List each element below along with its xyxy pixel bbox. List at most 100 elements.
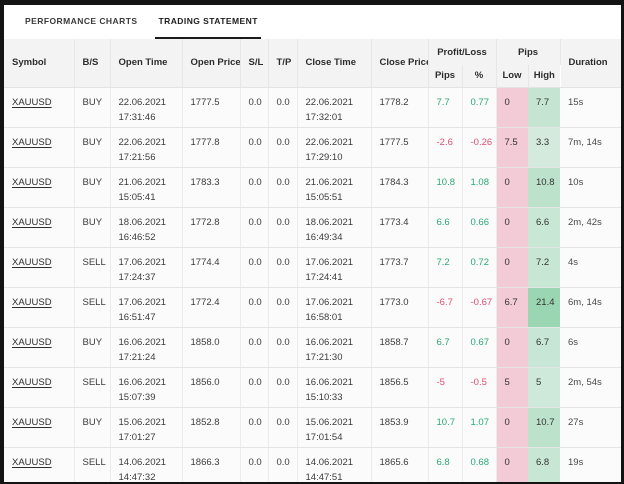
cell-open-time: 21.06.2021 15:05:41	[110, 167, 183, 208]
cell-sl: 0.0	[240, 167, 269, 208]
cell-open-price: 1777.8	[182, 127, 241, 168]
cell-sl: 0.0	[240, 367, 269, 408]
cell-duration: 27s	[560, 407, 621, 448]
cell-open-time: 15.06.2021 17:01:27	[110, 407, 183, 448]
table-row: XAUUSD BUY 15.06.2021 17:01:27 1852.8 0.0…	[4, 407, 621, 448]
cell-profit-pct: -0.5	[462, 367, 497, 408]
cell-pips-low: 0	[496, 87, 528, 128]
col-header-bs: B/S	[74, 39, 111, 88]
cell-close-price: 1784.3	[371, 167, 429, 208]
symbol-link[interactable]: XAUUSD	[12, 216, 52, 228]
cell-open-time: 16.06.2021 15:07:39	[110, 367, 183, 408]
col-header-low: Low	[496, 65, 529, 88]
cell-duration: 6s	[560, 327, 621, 368]
cell-open-time: 17.06.2021 16:51:47	[110, 287, 183, 328]
cell-duration: 10s	[560, 167, 621, 208]
table-row: XAUUSD SELL 16.06.2021 15:07:39 1856.0 0.…	[4, 367, 621, 408]
col-header-open-time: Open Time	[110, 39, 183, 88]
cell-profit-pips: 6.7	[428, 327, 463, 368]
col-header-sl: S/L	[240, 39, 269, 88]
cell-duration: 7m, 14s	[560, 127, 621, 168]
table-row: XAUUSD BUY 22.06.2021 17:21:56 1777.8 0.0…	[4, 127, 621, 168]
cell-profit-pips: -5	[428, 367, 463, 408]
cell-close-time: 16.06.2021 17:21:30	[297, 327, 372, 368]
cell-pips-low: 0	[496, 167, 528, 208]
cell-tp: 0.0	[268, 247, 298, 288]
symbol-link[interactable]: XAUUSD	[12, 416, 52, 428]
col-header-close-price: Close Price	[371, 39, 429, 88]
cell-open-price: 1777.5	[182, 87, 241, 128]
cell-close-time: 22.06.2021 17:29:10	[297, 127, 372, 168]
cell-duration: 4s	[560, 247, 621, 288]
cell-profit-pct: 0.68	[462, 447, 497, 482]
cell-duration: 15s	[560, 87, 621, 128]
cell-side: BUY	[74, 407, 111, 448]
cell-close-time: 17.06.2021 16:58:01	[297, 287, 372, 328]
cell-tp: 0.0	[268, 407, 298, 448]
cell-open-price: 1783.3	[182, 167, 241, 208]
symbol-link[interactable]: XAUUSD	[12, 376, 52, 388]
table-row: XAUUSD BUY 22.06.2021 17:31:46 1777.5 0.0…	[4, 87, 621, 128]
table-row: XAUUSD BUY 16.06.2021 17:21:24 1858.0 0.0…	[4, 327, 621, 368]
cell-pips-high: 6.8	[528, 447, 560, 482]
cell-close-time: 22.06.2021 17:32:01	[297, 87, 372, 128]
cell-close-time: 15.06.2021 17:01:54	[297, 407, 372, 448]
cell-profit-pips: 6.6	[428, 207, 463, 248]
cell-close-time: 18.06.2021 16:49:34	[297, 207, 372, 248]
cell-sl: 0.0	[240, 327, 269, 368]
cell-tp: 0.0	[268, 287, 298, 328]
symbol-link[interactable]: XAUUSD	[12, 176, 52, 188]
cell-tp: 0.0	[268, 327, 298, 368]
cell-duration: 2m, 54s	[560, 367, 621, 408]
trades-table: Symbol B/S Open Time Open Price S/L T/P …	[4, 39, 621, 482]
cell-profit-pct: 0.72	[462, 247, 497, 288]
cell-symbol: XAUUSD	[4, 127, 75, 168]
cell-sl: 0.0	[240, 207, 269, 248]
cell-tp: 0.0	[268, 367, 298, 408]
cell-close-price: 1773.7	[371, 247, 429, 288]
symbol-link[interactable]: XAUUSD	[12, 96, 52, 108]
cell-side: SELL	[74, 447, 111, 482]
symbol-link[interactable]: XAUUSD	[12, 456, 52, 468]
cell-pips-low: 0	[496, 327, 528, 368]
col-header-duration: Duration	[560, 39, 621, 88]
tab-bar: PERFORMANCE CHARTS TRADING STATEMENT	[4, 5, 621, 39]
col-group-pips: Pips	[496, 39, 561, 65]
symbol-link[interactable]: XAUUSD	[12, 136, 52, 148]
symbol-link[interactable]: XAUUSD	[12, 336, 52, 348]
tab-trading-statement[interactable]: TRADING STATEMENT	[155, 5, 261, 39]
cell-symbol: XAUUSD	[4, 207, 75, 248]
cell-open-price: 1852.8	[182, 407, 241, 448]
cell-close-price: 1777.5	[371, 127, 429, 168]
cell-close-time: 14.06.2021 14:47:51	[297, 447, 372, 482]
table-row: XAUUSD SELL 17.06.2021 16:51:47 1772.4 0.…	[4, 287, 621, 328]
cell-symbol: XAUUSD	[4, 287, 75, 328]
cell-open-price: 1856.0	[182, 367, 241, 408]
cell-duration: 19s	[560, 447, 621, 482]
col-header-pl-pct: %	[462, 65, 497, 88]
cell-tp: 0.0	[268, 447, 298, 482]
cell-side: BUY	[74, 127, 111, 168]
cell-profit-pct: 1.07	[462, 407, 497, 448]
cell-open-time: 18.06.2021 16:46:52	[110, 207, 183, 248]
symbol-link[interactable]: XAUUSD	[12, 256, 52, 268]
cell-tp: 0.0	[268, 127, 298, 168]
cell-pips-low: 7.5	[496, 127, 528, 168]
table-body: XAUUSD BUY 22.06.2021 17:31:46 1777.5 0.0…	[4, 87, 621, 482]
table-row: XAUUSD SELL 17.06.2021 17:24:37 1774.4 0.…	[4, 247, 621, 288]
cell-close-price: 1856.5	[371, 367, 429, 408]
cell-profit-pips: -2.6	[428, 127, 463, 168]
cell-profit-pips: 10.7	[428, 407, 463, 448]
cell-duration: 6m, 14s	[560, 287, 621, 328]
cell-tp: 0.0	[268, 167, 298, 208]
symbol-link[interactable]: XAUUSD	[12, 296, 52, 308]
cell-close-time: 16.06.2021 15:10:33	[297, 367, 372, 408]
tab-performance-charts[interactable]: PERFORMANCE CHARTS	[25, 16, 138, 26]
cell-close-time: 17.06.2021 17:24:41	[297, 247, 372, 288]
cell-profit-pips: 7.2	[428, 247, 463, 288]
cell-symbol: XAUUSD	[4, 407, 75, 448]
col-header-high: High	[528, 65, 560, 88]
cell-close-price: 1853.9	[371, 407, 429, 448]
cell-profit-pct: -0.26	[462, 127, 497, 168]
cell-profit-pct: 0.66	[462, 207, 497, 248]
